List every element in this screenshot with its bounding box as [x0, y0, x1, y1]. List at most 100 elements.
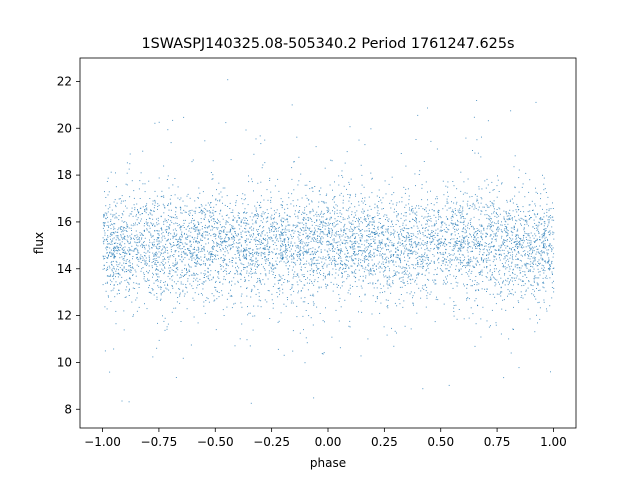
data-point — [543, 177, 545, 179]
data-point — [391, 176, 393, 178]
data-point — [281, 253, 283, 255]
data-point — [218, 271, 220, 273]
data-point — [221, 237, 223, 239]
data-point — [466, 213, 468, 215]
data-point — [333, 222, 335, 224]
data-point — [149, 260, 150, 262]
data-point — [410, 239, 412, 240]
data-point — [352, 246, 354, 248]
data-point — [354, 254, 356, 256]
data-point — [118, 273, 120, 275]
data-point — [453, 253, 455, 255]
data-point — [364, 258, 366, 260]
data-point — [486, 258, 488, 260]
data-point — [396, 271, 398, 273]
data-point — [409, 272, 411, 274]
data-point — [532, 210, 533, 211]
data-point — [185, 284, 187, 286]
data-point — [454, 222, 456, 224]
data-point — [500, 229, 502, 231]
data-point — [438, 214, 439, 216]
data-point — [530, 249, 532, 250]
data-point — [370, 267, 372, 269]
data-point — [140, 245, 142, 247]
data-point — [352, 233, 354, 235]
data-point — [220, 230, 222, 232]
data-point — [279, 237, 281, 239]
data-point — [130, 250, 132, 252]
data-point — [204, 270, 206, 272]
data-point — [109, 206, 111, 208]
data-point — [342, 202, 344, 204]
data-point — [481, 244, 483, 245]
data-point — [503, 299, 505, 301]
data-point — [261, 242, 263, 244]
data-point — [513, 226, 515, 228]
data-point — [417, 262, 419, 264]
data-point — [441, 270, 443, 272]
data-point — [385, 231, 387, 233]
data-point — [376, 268, 377, 270]
data-point — [348, 217, 350, 219]
data-point — [297, 275, 299, 276]
data-point — [476, 198, 478, 200]
data-point — [400, 153, 402, 154]
data-point — [240, 262, 242, 264]
data-point — [167, 240, 169, 242]
data-point — [352, 223, 354, 225]
data-point — [156, 253, 158, 255]
data-point — [301, 274, 303, 276]
data-point — [326, 250, 328, 252]
data-point — [294, 224, 296, 226]
data-point — [200, 218, 202, 220]
data-point — [415, 246, 417, 248]
data-point — [509, 248, 511, 250]
data-point — [454, 234, 456, 236]
data-point — [434, 223, 436, 225]
data-point — [131, 233, 133, 235]
data-point — [376, 249, 378, 251]
data-point — [517, 234, 519, 236]
data-point — [321, 236, 323, 238]
data-point — [367, 283, 369, 284]
data-point — [276, 257, 278, 259]
data-point — [351, 234, 353, 236]
data-point — [362, 280, 364, 282]
data-point — [346, 250, 348, 252]
data-point — [411, 208, 413, 210]
data-point — [337, 223, 339, 225]
data-point — [469, 205, 471, 206]
data-point — [421, 242, 423, 244]
data-point — [238, 242, 240, 244]
data-point — [287, 250, 288, 252]
data-point — [203, 305, 205, 307]
data-point — [139, 234, 141, 236]
data-point — [412, 208, 414, 209]
data-point — [366, 235, 368, 236]
data-point — [281, 204, 283, 206]
data-point — [238, 255, 240, 257]
data-point — [509, 209, 511, 211]
data-point — [364, 144, 366, 146]
data-point — [179, 237, 180, 239]
data-point — [255, 272, 257, 274]
data-point — [237, 233, 239, 235]
data-point — [116, 217, 118, 219]
data-point — [354, 238, 355, 239]
data-point — [217, 251, 219, 252]
data-point — [345, 209, 347, 211]
data-point — [369, 233, 371, 235]
data-point — [355, 254, 357, 256]
data-point — [456, 259, 458, 261]
data-point — [137, 250, 139, 252]
data-point — [147, 250, 149, 252]
data-point — [319, 213, 321, 215]
data-point — [368, 252, 370, 254]
data-point — [191, 227, 193, 229]
data-point — [229, 231, 231, 233]
data-point — [123, 249, 125, 251]
data-point — [374, 239, 376, 241]
data-point — [136, 254, 138, 255]
data-point — [369, 221, 371, 223]
data-point — [324, 222, 326, 224]
